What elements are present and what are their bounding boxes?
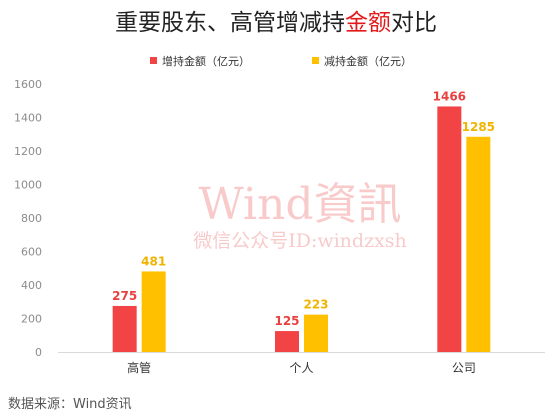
legend-label-1: 减持金额（亿元）: [324, 54, 412, 68]
bar: [304, 314, 328, 352]
y-tick-label: 400: [21, 279, 42, 292]
legend: 增持金额（亿元） 减持金额（亿元）: [150, 54, 412, 68]
x-tick-label: 高管: [127, 360, 151, 375]
title-part-0: 重要股东、高管增减持: [115, 10, 345, 36]
x-tick-label: 个人: [289, 361, 313, 375]
y-tick-label: 800: [21, 212, 42, 225]
data-label: 481: [141, 254, 166, 268]
title-part-1: 金额: [345, 10, 391, 36]
bar: [275, 331, 299, 352]
watermark-sub: 微信公众号ID:windzxsh: [193, 230, 407, 252]
y-tick-label: 600: [21, 246, 42, 259]
y-axis: 0 200 400 600 800 1000 1200 1400 1600: [14, 78, 42, 359]
data-label: 223: [303, 298, 328, 312]
data-label: 1466: [433, 89, 466, 103]
y-tick-label: 1200: [14, 145, 42, 158]
bar: [437, 106, 462, 352]
legend-label-0: 增持金额（亿元）: [162, 54, 250, 68]
plot-area: 275 481 125 223 1466 1285: [112, 89, 495, 352]
data-label: 275: [112, 289, 137, 303]
x-axis: 高管 个人 公司: [58, 352, 545, 375]
y-tick-label: 1400: [14, 112, 42, 125]
x-tick-label: 公司: [452, 361, 476, 375]
chart-title: 重要股东、高管增减持金额对比: [115, 10, 437, 36]
y-tick-label: 0: [35, 346, 42, 359]
source-note: 数据来源：Wind资讯: [8, 397, 132, 412]
title-part-2: 对比: [391, 10, 437, 36]
y-tick-label: 1600: [14, 78, 42, 91]
legend-swatch-0: [150, 57, 157, 64]
bar: [141, 271, 166, 352]
bar: [466, 136, 491, 352]
bar: [112, 305, 137, 352]
watermark-main: Wind資訊: [198, 179, 401, 230]
y-tick-label: 200: [21, 313, 42, 326]
y-tick-label: 1000: [14, 179, 42, 192]
data-label: 1285: [462, 120, 495, 134]
data-label: 125: [274, 314, 299, 328]
watermark: Wind資訊 微信公众号ID:windzxsh: [193, 179, 407, 252]
legend-swatch-1: [312, 57, 319, 64]
